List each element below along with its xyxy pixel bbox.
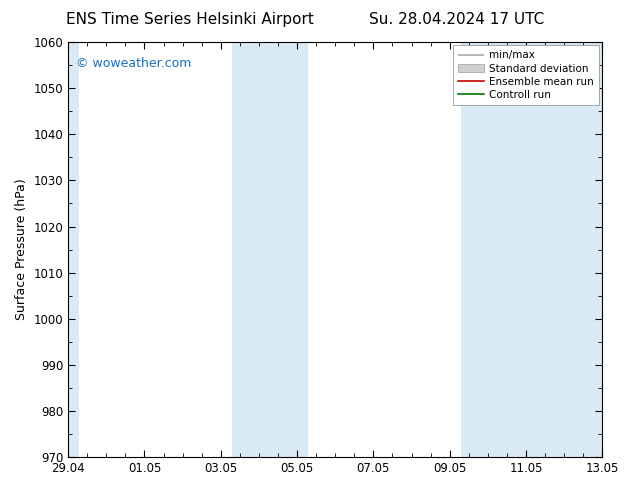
Bar xyxy=(461,42,602,457)
Bar xyxy=(68,42,79,457)
Legend: min/max, Standard deviation, Ensemble mean run, Controll run: min/max, Standard deviation, Ensemble me… xyxy=(453,45,599,105)
Bar xyxy=(232,42,308,457)
Y-axis label: Surface Pressure (hPa): Surface Pressure (hPa) xyxy=(15,179,28,320)
Text: Su. 28.04.2024 17 UTC: Su. 28.04.2024 17 UTC xyxy=(369,12,544,27)
Text: ENS Time Series Helsinki Airport: ENS Time Series Helsinki Airport xyxy=(67,12,314,27)
Text: © woweather.com: © woweather.com xyxy=(76,56,191,70)
